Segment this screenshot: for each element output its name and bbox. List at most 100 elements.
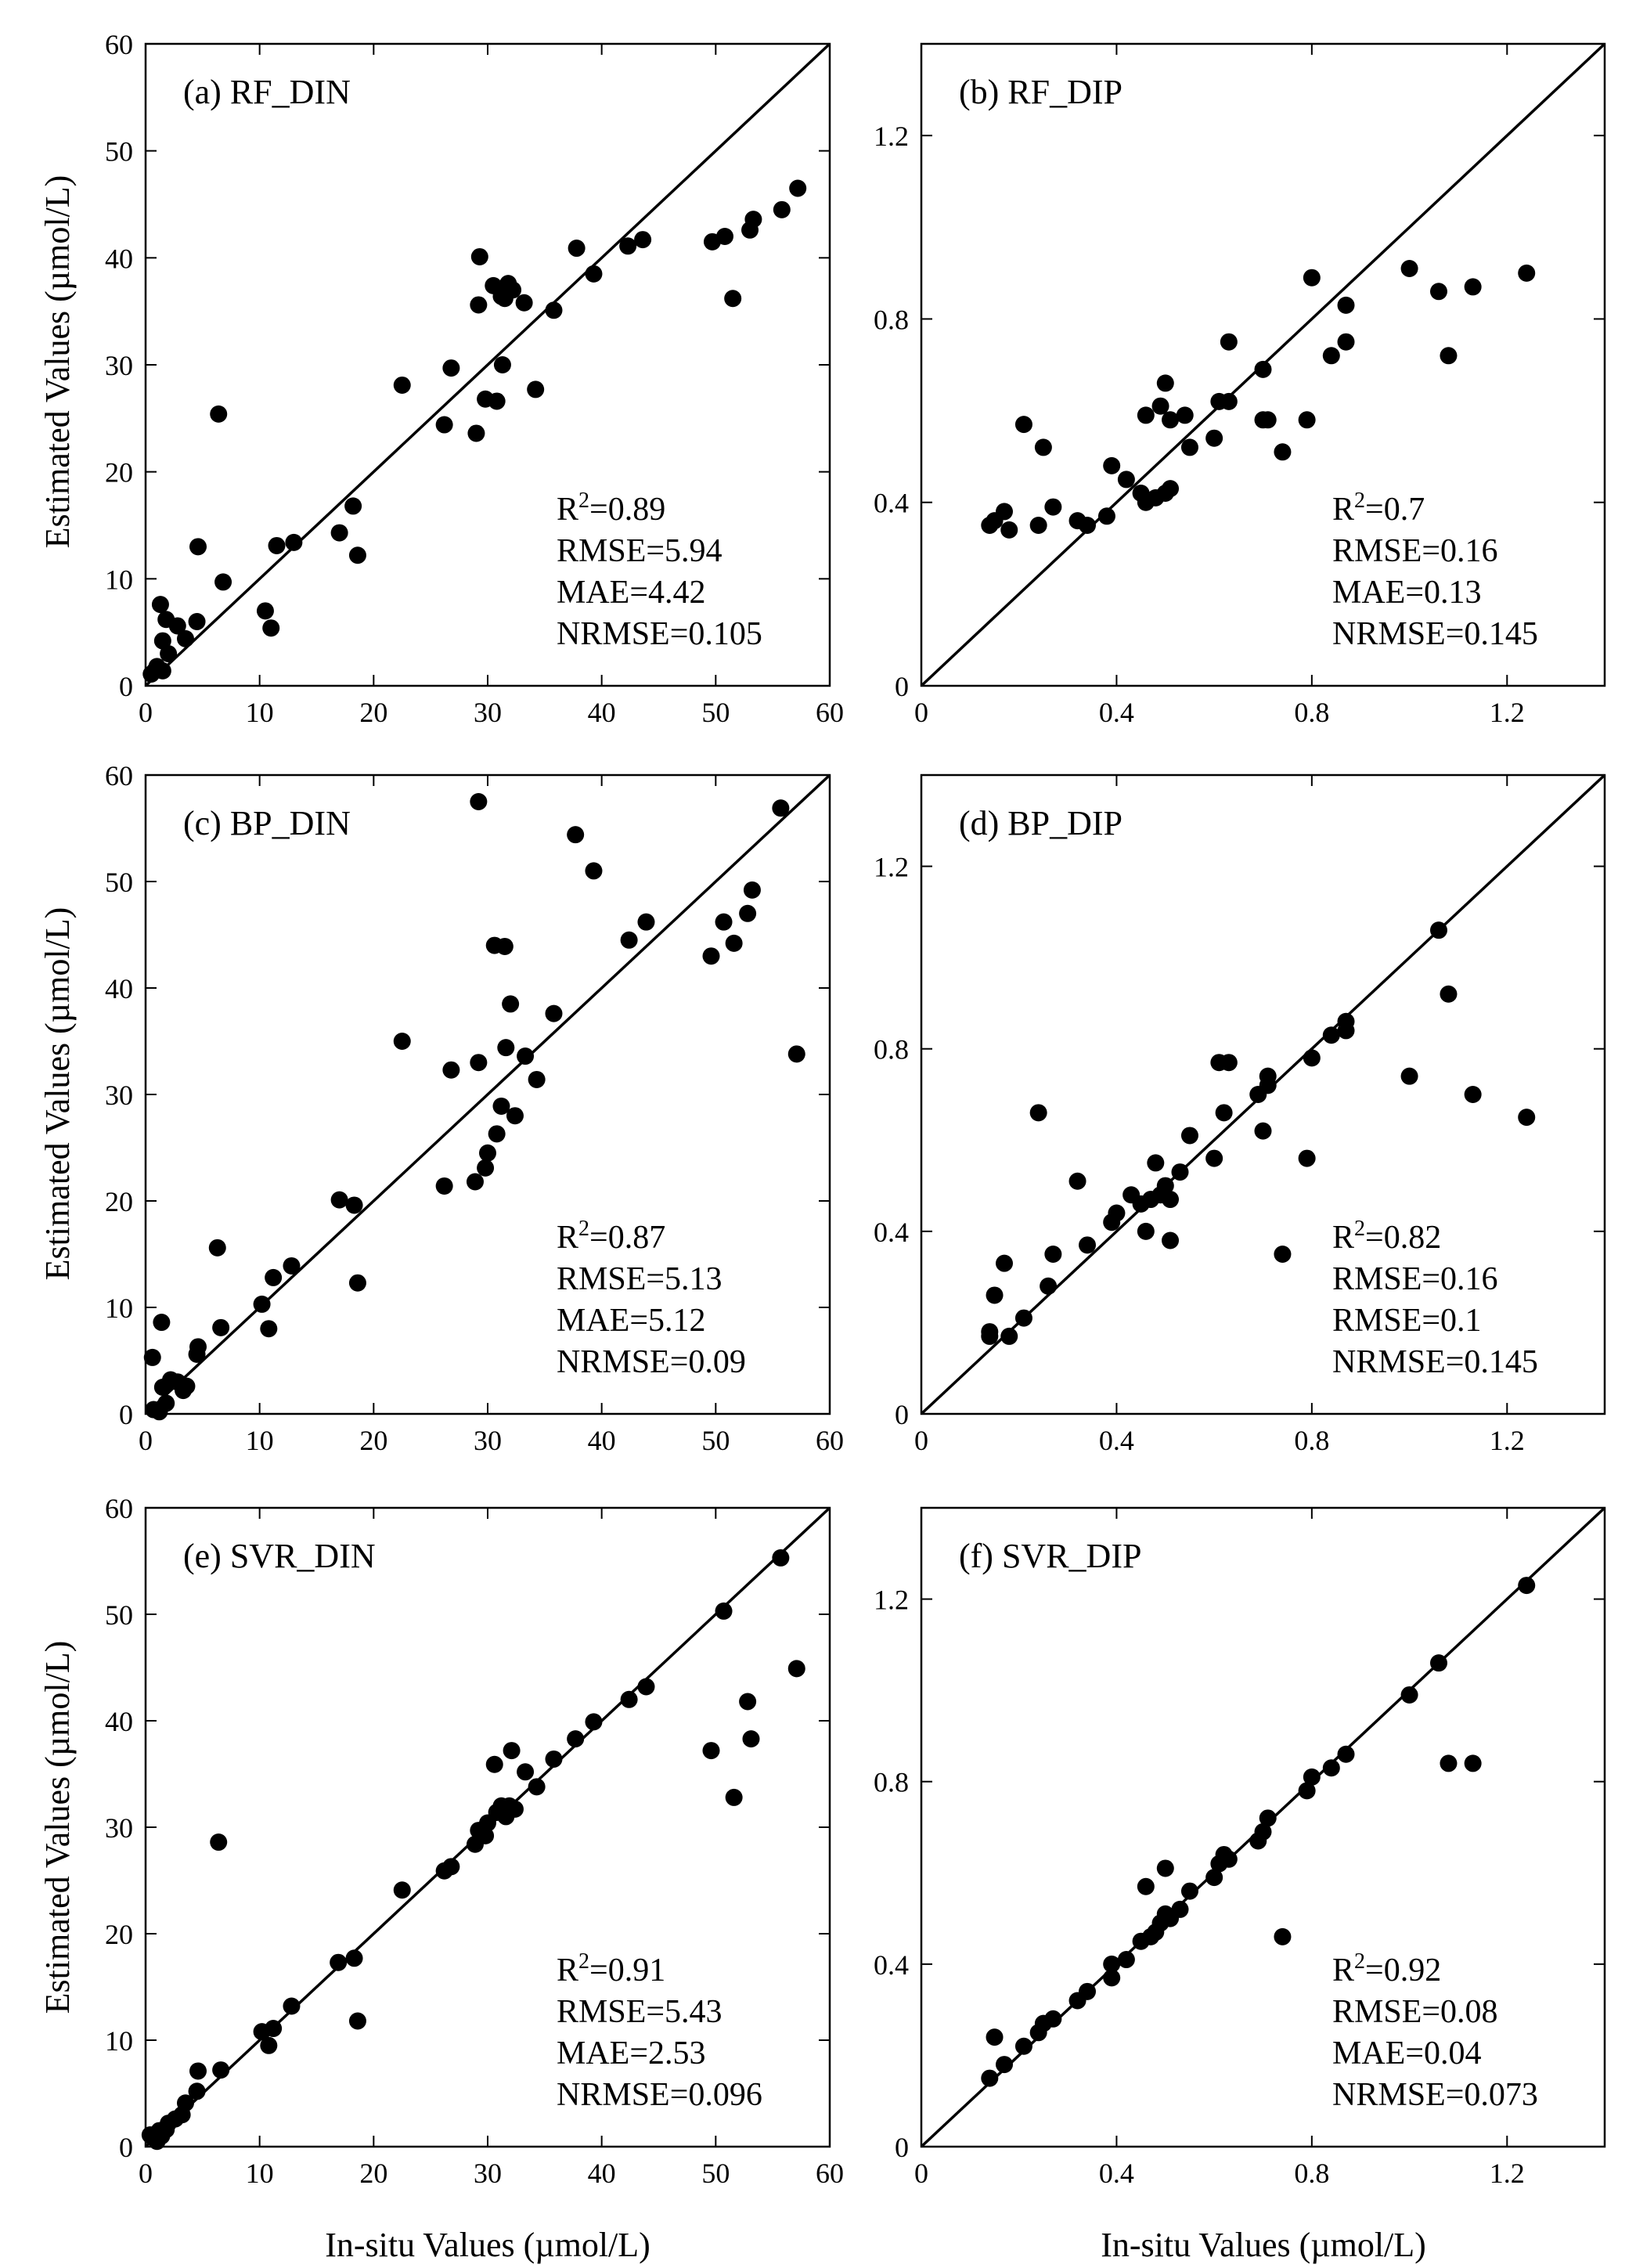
x-tick-label: 0 — [914, 2158, 928, 2189]
data-point — [996, 2056, 1014, 2074]
data-point — [1220, 392, 1238, 410]
data-point — [1298, 411, 1316, 429]
data-point — [393, 1033, 411, 1050]
data-point — [715, 228, 733, 245]
panel-title: (b) RF_DIP — [959, 73, 1122, 111]
data-point — [1014, 2037, 1032, 2055]
data-point — [1040, 1277, 1058, 1295]
data-point — [442, 1061, 460, 1079]
data-point — [348, 1274, 366, 1292]
data-point — [153, 632, 171, 650]
y-tick-label: 60 — [105, 760, 133, 791]
data-point — [637, 913, 655, 931]
data-point — [189, 1338, 207, 1356]
data-point — [1303, 1768, 1321, 1786]
reference-line-1to1 — [144, 42, 831, 687]
data-point — [283, 1257, 301, 1275]
data-point — [1156, 374, 1174, 392]
data-point — [176, 2094, 194, 2112]
data-point — [1205, 1149, 1223, 1167]
data-point — [265, 1268, 283, 1286]
data-point — [157, 1394, 175, 1412]
stat-line: MAE=4.42 — [557, 575, 706, 611]
data-point — [1000, 1327, 1018, 1345]
data-point — [1014, 1309, 1032, 1327]
x-axis-label-right: In-situ Values (µmol/L) — [1101, 2226, 1426, 2264]
data-point — [637, 1678, 655, 1696]
x-tick-label: 0 — [139, 1425, 153, 1456]
y-tick-label: 0 — [119, 2132, 133, 2163]
x-tick-label: 40 — [588, 2158, 616, 2189]
data-point — [527, 380, 545, 398]
data-point — [585, 265, 603, 283]
data-point — [1162, 411, 1180, 429]
data-point — [715, 1602, 733, 1620]
data-point — [545, 1004, 563, 1022]
panel-title: (f) SVR_DIP — [959, 1537, 1141, 1575]
data-point — [1079, 1982, 1097, 2000]
data-point — [497, 1039, 515, 1057]
y-tick-label: 40 — [105, 973, 133, 1004]
data-point — [619, 237, 637, 255]
stat-line: MAE=0.13 — [1332, 575, 1482, 611]
stat-line: RMSE=0.08 — [1332, 1994, 1498, 2030]
data-point — [1337, 1012, 1355, 1030]
data-point — [214, 573, 232, 591]
data-point — [477, 1159, 495, 1177]
data-point — [1440, 1754, 1458, 1772]
x-tick-label: 40 — [588, 1425, 616, 1456]
data-point — [1137, 1222, 1155, 1240]
y-axis-label-middle: Estimated Values (µmol/L) — [38, 907, 77, 1281]
y-tick-label: 0.4 — [874, 1217, 909, 1248]
y-tick-label: 0.4 — [874, 488, 909, 519]
data-point — [981, 1323, 999, 1341]
data-point — [1254, 1823, 1272, 1841]
data-point — [1322, 1026, 1340, 1044]
stat-line: NRMSE=0.073 — [1332, 2077, 1538, 2113]
data-point — [495, 937, 514, 955]
data-point — [212, 1318, 230, 1336]
data-point — [1464, 1754, 1482, 1772]
data-point — [1400, 1067, 1418, 1085]
data-point — [620, 931, 638, 949]
stat-r2: R2=0.7 — [1332, 489, 1425, 528]
data-point — [435, 416, 453, 434]
y-tick-label: 0.8 — [874, 1767, 909, 1798]
data-point — [1176, 406, 1194, 424]
panel-title: (a) RF_DIN — [183, 73, 351, 111]
data-point — [283, 1997, 301, 2015]
data-point — [1205, 429, 1223, 447]
data-point — [634, 231, 652, 249]
data-point — [1400, 1686, 1418, 1704]
data-point — [772, 1549, 790, 1567]
data-point — [744, 211, 762, 229]
data-point — [986, 1286, 1004, 1304]
data-point — [528, 1778, 546, 1796]
data-point — [208, 1239, 226, 1257]
y-tick-label: 50 — [105, 136, 133, 168]
y-tick-label: 1.2 — [874, 852, 909, 883]
y-axis-label-top: Estimated Values (µmol/L) — [38, 175, 77, 549]
data-point — [567, 826, 585, 844]
stat-line: RMSE=0.16 — [1332, 533, 1498, 569]
data-point — [1429, 1654, 1447, 1672]
x-tick-label: 30 — [474, 2158, 502, 2189]
x-tick-label: 10 — [246, 697, 274, 728]
data-point — [260, 2036, 278, 2054]
y-tick-label: 20 — [105, 457, 133, 489]
data-point — [1156, 1859, 1174, 1877]
data-point — [787, 1045, 805, 1063]
stat-r2: R2=0.91 — [557, 1949, 665, 1989]
y-tick-label: 0 — [119, 671, 133, 702]
data-point — [715, 913, 733, 931]
data-point — [567, 1730, 585, 1748]
x-tick-label: 1.2 — [1490, 2158, 1525, 2189]
stat-line: RMSE=0.1 — [1332, 1303, 1482, 1339]
y-tick-label: 20 — [105, 1919, 133, 1950]
data-point — [348, 546, 366, 564]
data-point — [1518, 1577, 1536, 1595]
data-point — [176, 629, 194, 647]
x-tick-label: 20 — [359, 2158, 387, 2189]
panel-title: (d) BP_DIP — [959, 804, 1122, 842]
